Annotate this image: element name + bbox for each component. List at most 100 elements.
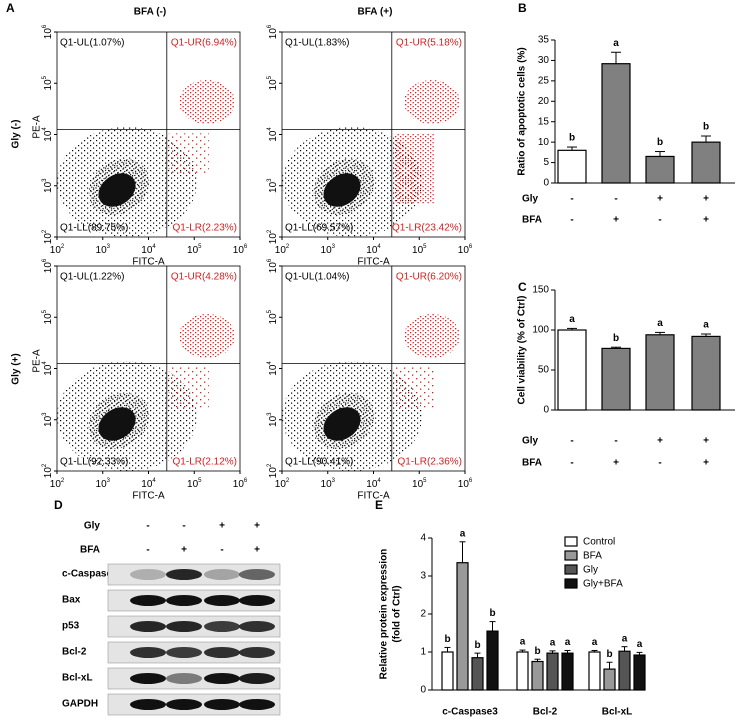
tick-base: 10 — [412, 245, 424, 256]
treatment-sign: + — [254, 545, 260, 556]
tick-base: 10 — [366, 245, 378, 256]
y-tick-label: 15 — [538, 116, 550, 127]
quadrant-label: Q1-LR(2.12%) — [173, 457, 237, 468]
treatment-sign: - — [614, 436, 617, 447]
tick-exponent: 2 — [61, 244, 65, 250]
y-axis-label: Ratio of apoptotic cells (%) — [517, 47, 528, 175]
protein-label: GAPDH — [62, 699, 98, 710]
blot-band — [166, 673, 202, 684]
y-tick-label: 3 — [420, 571, 426, 582]
y-tick-label: 105 — [42, 75, 54, 90]
tick-exponent: 6 — [267, 24, 273, 28]
significance-letter: a — [657, 318, 663, 329]
treatment-name: BFA — [522, 215, 542, 226]
x-tick-label: 102 — [275, 478, 290, 490]
y-tick-label: 104 — [42, 361, 54, 376]
significance-letter: b — [703, 122, 709, 133]
y-tick-label: 102 — [267, 229, 279, 244]
treatment-name: Gly — [522, 194, 539, 205]
x-tick-label: 105 — [187, 244, 202, 256]
blot-band — [130, 673, 166, 684]
y-tick-label: 150 — [532, 285, 549, 296]
treatment-sign: + — [254, 521, 260, 532]
tick-exponent: 3 — [332, 244, 336, 250]
tick-base: 10 — [233, 479, 245, 490]
treatment-name: Gly — [522, 436, 539, 447]
tick-base: 10 — [141, 479, 153, 490]
y-tick-label: 103 — [42, 412, 54, 427]
blot-band — [239, 699, 275, 710]
y-tick-label: 0 — [543, 405, 549, 416]
treatment-sign: - — [570, 436, 573, 447]
y-tick-label: 10 — [538, 137, 550, 148]
tick-exponent: 6 — [244, 244, 248, 250]
y-tick-label: 105 — [267, 75, 279, 90]
blot-band — [204, 621, 240, 632]
quadrant-label: Q1-LR(2.36%) — [398, 457, 462, 468]
event-cloud — [282, 314, 460, 471]
significance-letter: b — [606, 649, 612, 660]
tick-exponent: 2 — [61, 478, 65, 484]
significance-letter: a — [565, 637, 571, 648]
significance-letter: a — [622, 633, 628, 644]
y-tick-label: 103 — [42, 178, 54, 193]
y-tick-label: 4 — [420, 533, 426, 544]
treatment-sign: - — [658, 215, 661, 226]
y-tick-label: 105 — [267, 309, 279, 324]
column-title: BFA (+) — [358, 7, 393, 18]
tick-exponent: 3 — [107, 244, 111, 250]
significance-letter: b — [534, 646, 540, 657]
tick-base: 10 — [268, 467, 279, 479]
tick-base: 10 — [268, 130, 279, 142]
tick-base: 10 — [412, 479, 424, 490]
treatment-name: Gly — [84, 521, 101, 532]
tick-base: 10 — [233, 245, 245, 256]
x-axis-label: FITC-A — [132, 257, 165, 268]
blot-band — [204, 647, 240, 658]
x-tick-label: 103 — [321, 478, 336, 490]
significance-letter: a — [569, 314, 575, 325]
quadrant-label: Q1-UL(1.07%) — [60, 38, 124, 49]
tick-base: 10 — [268, 233, 279, 245]
tick-base: 10 — [275, 479, 287, 490]
x-tick-label: 104 — [366, 244, 381, 256]
treatment-sign: + — [703, 458, 709, 469]
treatment-name: BFA — [80, 545, 100, 556]
y-tick-label: 103 — [267, 178, 279, 193]
y-tick-label: 50 — [538, 365, 550, 376]
blot-band — [166, 647, 202, 658]
tick-exponent: 4 — [152, 478, 156, 484]
blot-band — [239, 569, 275, 580]
protein-label: c-Caspase3 — [62, 569, 118, 580]
tick-exponent: 2 — [42, 463, 48, 467]
tick-base: 10 — [43, 181, 54, 193]
tick-base: 10 — [321, 479, 333, 490]
y-tick-label: 1 — [420, 647, 426, 658]
tick-base: 10 — [187, 245, 199, 256]
quadrant-label: Q1-UR(6.20%) — [396, 272, 462, 283]
bar — [588, 651, 601, 691]
blot-band — [239, 621, 275, 632]
x-tick-label: 103 — [96, 244, 111, 256]
ur-events — [179, 314, 235, 358]
tick-base: 10 — [268, 313, 279, 325]
bar — [557, 329, 587, 411]
blot-band — [130, 699, 166, 710]
tick-base: 10 — [321, 245, 333, 256]
quadrant-label: Q1-LL(89.75%) — [60, 223, 128, 234]
bar — [441, 651, 454, 691]
tick-base: 10 — [458, 245, 470, 256]
tick-base: 10 — [268, 181, 279, 193]
treatment-sign: - — [182, 521, 185, 532]
bar — [691, 335, 721, 411]
treatment-sign: - — [570, 194, 573, 205]
blot-band — [204, 699, 240, 710]
quadrant-label: Q1-UL(1.04%) — [285, 272, 349, 283]
tick-exponent: 5 — [42, 309, 48, 313]
y-tick-label: 105 — [42, 309, 54, 324]
tick-exponent: 4 — [377, 244, 381, 250]
x-tick-label: 103 — [96, 478, 111, 490]
legend-label: Gly — [583, 565, 598, 576]
y-tick-label: 30 — [538, 55, 550, 66]
